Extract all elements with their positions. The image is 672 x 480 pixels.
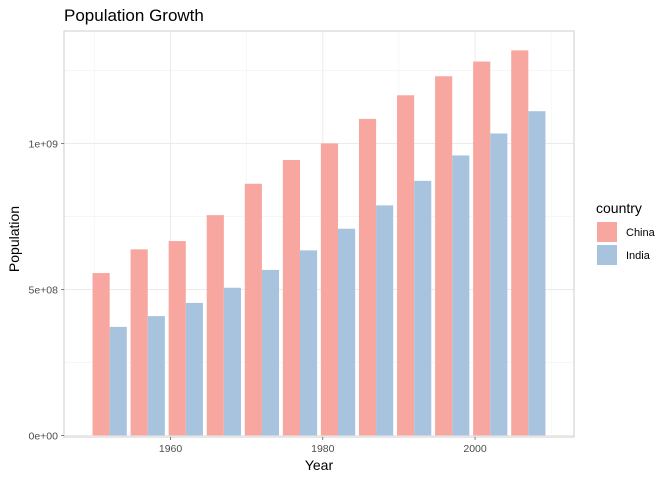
x-tick-label: 1980 — [311, 443, 335, 455]
y-tick-label: 5e+08 — [29, 284, 59, 296]
legend-label-china: China — [626, 227, 656, 239]
bar-china-2007 — [511, 50, 529, 436]
bar-china-1952 — [92, 273, 110, 436]
bar-india-1952 — [109, 326, 127, 436]
bar-india-1962 — [185, 302, 203, 436]
bar-china-1967 — [206, 215, 224, 436]
bar-china-1992 — [397, 95, 415, 436]
y-axis-ticks: 0e+00 5e+08 1e+09 — [29, 138, 64, 443]
y-tick-label: 0e+00 — [29, 431, 59, 443]
bar-india-2007 — [528, 111, 546, 436]
x-axis-title: Year — [305, 457, 334, 473]
bar-india-1992 — [414, 180, 432, 436]
x-axis-ticks: 1960 1980 2000 — [159, 437, 487, 455]
legend-label-india: India — [626, 250, 651, 262]
chart-title: Population Growth — [64, 6, 204, 25]
y-tick-label: 1e+09 — [29, 138, 59, 150]
panel-border — [63, 30, 575, 438]
legend-key-china — [597, 222, 617, 242]
legend-title: country — [596, 200, 642, 216]
bar-india-1967 — [223, 287, 241, 436]
bar-china-1997 — [435, 76, 453, 436]
bar-india-1957 — [147, 316, 165, 436]
bar-china-1957 — [130, 249, 148, 436]
bar-china-1987 — [358, 118, 377, 436]
x-tick-label: 1960 — [159, 443, 183, 455]
bar-china-2002 — [473, 61, 491, 436]
bar-india-1997 — [452, 155, 470, 436]
bar-china-1982 — [320, 143, 339, 436]
bar-china-1972 — [244, 183, 262, 436]
bar-india-1972 — [261, 269, 280, 436]
bar-india-1987 — [376, 205, 394, 436]
bar-india-1977 — [299, 250, 318, 436]
legend-key-india — [597, 245, 617, 265]
y-axis-title: Population — [6, 206, 22, 272]
bar-china-1962 — [168, 241, 186, 436]
legend: country China India — [596, 200, 656, 265]
bar-china-1977 — [282, 159, 300, 436]
x-tick-label: 2000 — [463, 443, 487, 455]
bar-india-1982 — [338, 228, 356, 436]
bars — [92, 50, 546, 436]
bar-india-2002 — [490, 133, 508, 436]
